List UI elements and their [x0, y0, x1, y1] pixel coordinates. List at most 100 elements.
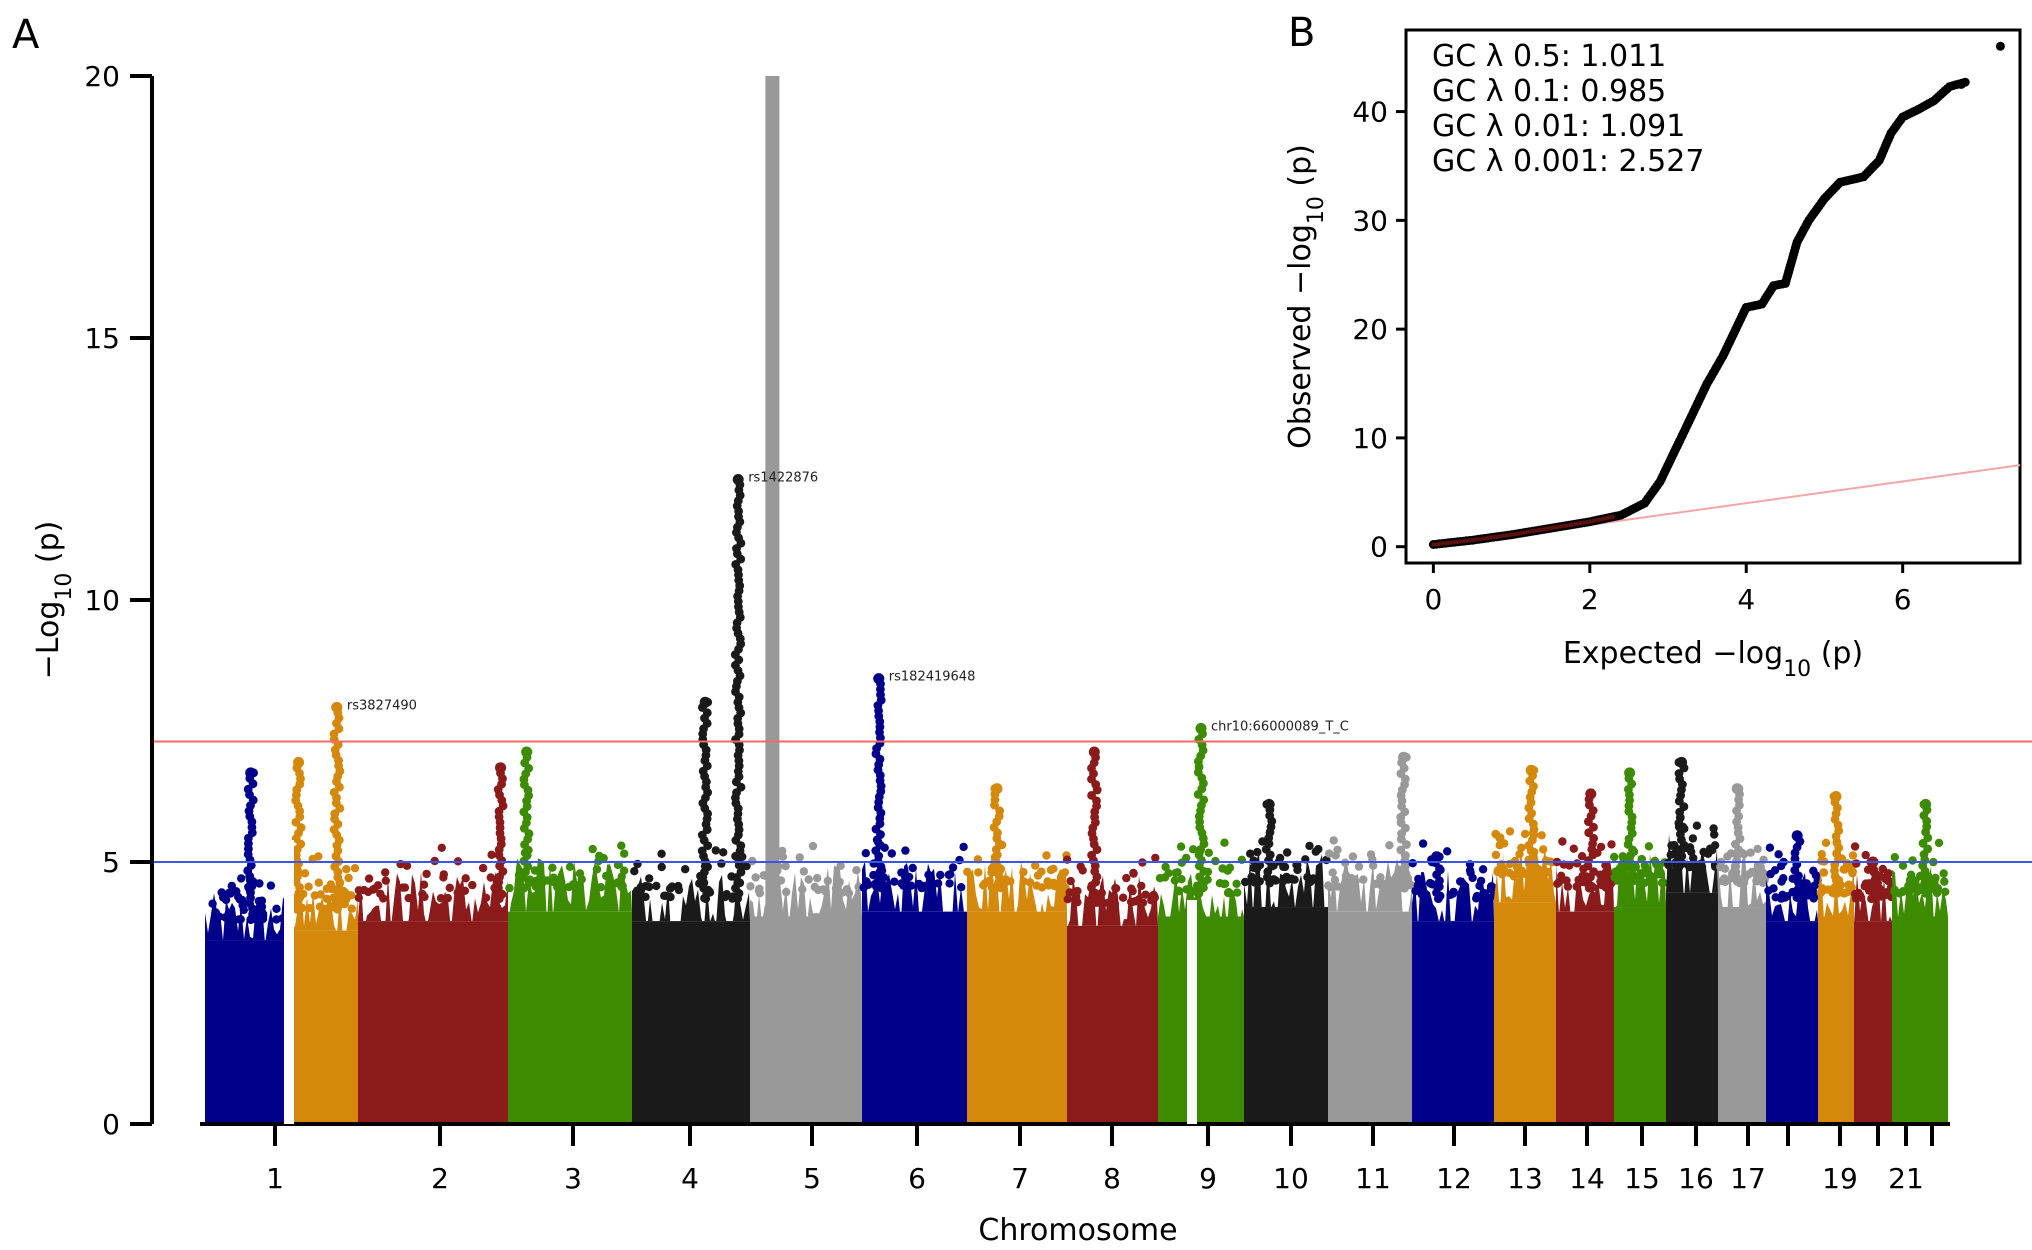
- snp-point: [1895, 889, 1904, 898]
- snp-point: [1241, 877, 1250, 887]
- snp-point: [1539, 845, 1548, 854]
- snp-point: [1151, 853, 1160, 863]
- chromosome-points: [630, 474, 751, 1122]
- chromosome-top: [1244, 852, 1328, 919]
- snp-point: [1939, 869, 1948, 878]
- snp-point: [1819, 868, 1829, 877]
- chromosome-base-block: [1412, 921, 1494, 1122]
- snp-peak-point: [1589, 822, 1598, 832]
- gc-lambda-text: GC λ 0.5: 1.011: [1432, 39, 1666, 74]
- snp-point: [781, 862, 790, 871]
- qq-y-tick-label: 30: [1352, 204, 1388, 237]
- chromosome-points: [1764, 830, 1822, 1122]
- snp-point: [577, 875, 586, 884]
- snp-point: [592, 865, 602, 874]
- gc-lambda-text: GC λ 0.1: 0.985: [1432, 74, 1666, 109]
- snp-point: [468, 880, 477, 890]
- snp-point: [754, 886, 764, 895]
- chromosome-points: [1241, 798, 1331, 1122]
- chromosome-top: [1158, 870, 1244, 928]
- snp-point: [1354, 862, 1364, 871]
- snp-point: [549, 873, 558, 882]
- snp-point: [948, 863, 958, 872]
- snp-point: [1253, 847, 1262, 857]
- snp-point: [445, 883, 454, 892]
- chromosome-points: [1610, 767, 1669, 1122]
- qq-plot: 0 2 4 6 0 10 20 30 40 Expected −log10 (p) Observed…: [1283, 28, 2022, 682]
- snp-point: [548, 863, 557, 872]
- snp-point: [1848, 851, 1858, 860]
- snp-point: [795, 853, 804, 862]
- snp-point: [924, 870, 933, 879]
- snp-point: [1118, 893, 1128, 902]
- snp-point: [1601, 861, 1610, 870]
- snp-point: [974, 868, 983, 877]
- qq-y-axis-label: Observed −log10 (p): [1283, 144, 1329, 449]
- snp-point: [237, 874, 246, 883]
- snp-point: [1517, 843, 1526, 852]
- chromosome-base-block: [1244, 907, 1328, 1122]
- snp-point: [798, 885, 807, 894]
- snp-point: [1878, 864, 1888, 874]
- snp-point: [751, 873, 760, 882]
- snp-point: [1765, 843, 1775, 852]
- qq-x-tick-label: 2: [1581, 583, 1599, 616]
- snp-point: [717, 859, 726, 868]
- snp-point: [1224, 888, 1233, 897]
- snp-point: [746, 882, 755, 891]
- chromosome-points: [859, 673, 968, 1122]
- snp-point: [1685, 862, 1694, 872]
- snp-point: [1884, 869, 1893, 878]
- snp-point: [1249, 863, 1258, 872]
- chromosome-top: [1412, 870, 1494, 929]
- snp-point: [814, 885, 823, 895]
- snp-lead-point: [699, 696, 711, 708]
- snp-point: [602, 871, 611, 881]
- snp-point: [1223, 866, 1232, 875]
- snp-peak-point: [524, 878, 534, 888]
- snp-point: [1000, 878, 1009, 888]
- snp-point: [1418, 839, 1428, 848]
- snp-point: [1173, 868, 1182, 877]
- qq-x-tick-label: 6: [1894, 583, 1912, 616]
- snp-point: [505, 883, 514, 893]
- snp-point: [1839, 888, 1848, 898]
- snp-point: [1905, 875, 1915, 885]
- snp-point: [1723, 875, 1733, 884]
- snp-point: [617, 841, 626, 850]
- snp-point: [617, 882, 626, 892]
- chromosome-base-block: [205, 940, 288, 1122]
- chromosome-points: [1155, 722, 1247, 1122]
- snp-point: [402, 861, 412, 870]
- snp-point: [404, 893, 413, 903]
- snp-point: [350, 864, 360, 873]
- snp-point: [1126, 897, 1136, 907]
- snp-lead-point: [331, 701, 343, 713]
- x-tick-label: 12: [1436, 1162, 1472, 1195]
- snp-point: [322, 884, 332, 893]
- snp-point: [630, 867, 639, 876]
- qq-outlier: [1956, 79, 1966, 89]
- qq-x-axis-label: Expected −log10 (p): [1563, 636, 1863, 682]
- snp-point: [478, 863, 488, 873]
- snp-point: [1908, 856, 1917, 865]
- snp-point: [1614, 876, 1624, 885]
- snp-point: [354, 893, 363, 902]
- snp-point: [443, 893, 452, 903]
- snp-point: [486, 873, 495, 882]
- snp-point: [1233, 888, 1242, 897]
- snp-point: [957, 883, 966, 892]
- chromosome-points: [1324, 751, 1415, 1122]
- snp-point: [1042, 851, 1051, 860]
- snp-point: [565, 862, 575, 871]
- snp-point: [1645, 874, 1655, 883]
- chromosome-base-block: [1067, 925, 1158, 1122]
- snp-point: [1840, 865, 1849, 874]
- chromosome-points: [1850, 842, 1897, 1122]
- panel-label-a: A: [12, 12, 40, 58]
- snp-point: [897, 868, 906, 877]
- snp-point: [1558, 837, 1567, 846]
- snp-point: [1060, 868, 1070, 877]
- snp-point: [257, 907, 267, 917]
- x-tick-label: 4: [681, 1162, 699, 1195]
